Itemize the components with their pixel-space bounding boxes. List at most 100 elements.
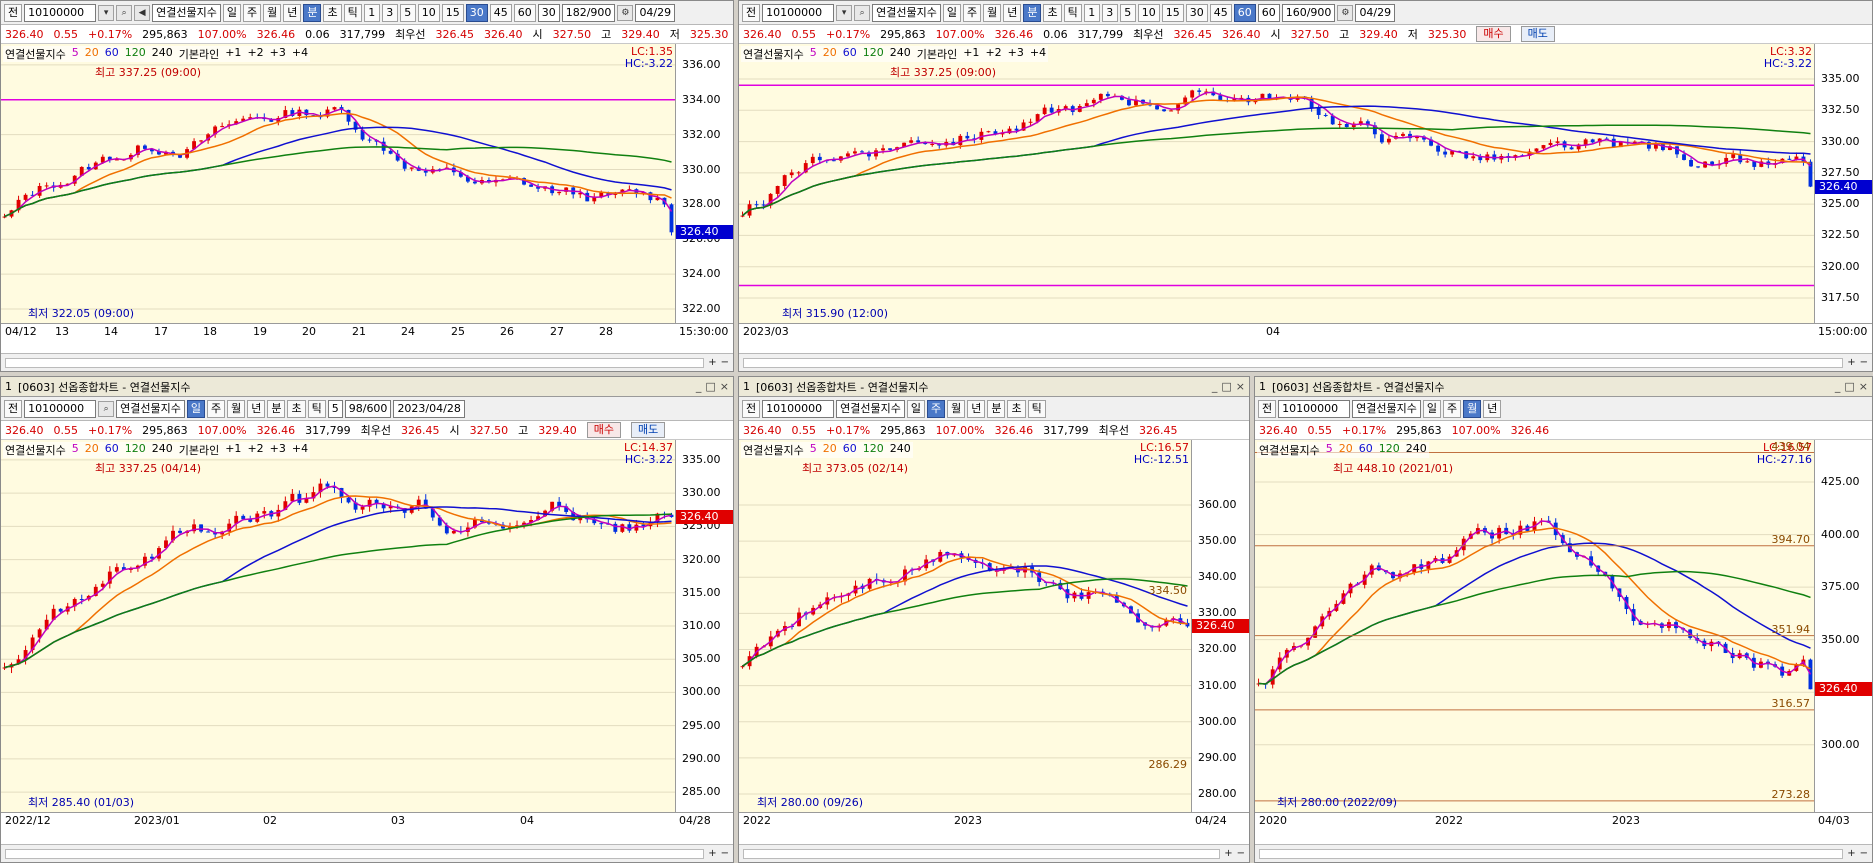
zoom-in-icon[interactable]: + (708, 848, 717, 859)
sound-icon[interactable]: ◀ (134, 4, 151, 21)
min-10[interactable]: 10 (1137, 3, 1160, 22)
search-icon[interactable]: ⌕ (854, 4, 871, 21)
dropdown-icon[interactable]: ▾ (836, 4, 853, 21)
sell-button[interactable]: 매도 (1520, 26, 1555, 42)
min-45[interactable]: 45 (489, 3, 512, 22)
period-week[interactable]: 주 (926, 399, 946, 418)
period-day[interactable]: 일 (1422, 399, 1441, 418)
minimize-icon[interactable]: _ (1211, 380, 1218, 393)
zoom-in-icon[interactable]: + (1847, 357, 1856, 368)
period-second[interactable]: 초 (1007, 399, 1026, 418)
zoom-out-icon[interactable]: − (1236, 848, 1245, 859)
period-month[interactable]: 월 (263, 3, 282, 22)
period-minute[interactable]: 분 (987, 399, 1006, 418)
period-second[interactable]: 초 (323, 3, 342, 22)
period-month[interactable]: 월 (227, 399, 246, 418)
period-year[interactable]: 년 (283, 3, 302, 22)
period-week[interactable]: 주 (962, 3, 982, 22)
code-input[interactable]: 10100000 (762, 3, 835, 22)
scrollbar[interactable]: + − (1, 353, 733, 371)
period-second[interactable]: 초 (1043, 3, 1062, 22)
min-15[interactable]: 15 (441, 3, 464, 22)
interval-input[interactable]: 60 (1257, 3, 1280, 22)
zoom-out-icon[interactable]: − (1859, 848, 1868, 859)
period-tick[interactable]: 틱 (1063, 3, 1082, 22)
jeon-button[interactable]: 전 (1258, 399, 1277, 418)
maximize-icon[interactable]: □ (705, 380, 716, 393)
interval-input[interactable]: 30 (537, 3, 560, 22)
jeon-button[interactable]: 전 (742, 399, 761, 418)
zoom-out-icon[interactable]: − (720, 848, 729, 859)
date-input[interactable]: 04/29 (635, 3, 676, 22)
maximize-icon[interactable]: □ (1221, 380, 1232, 393)
window-titlebar[interactable]: 1 [0603] 선옵종합차트 - 연결선물지수 _ □ × (1255, 377, 1872, 397)
period-tick[interactable]: 틱 (307, 399, 326, 418)
window-titlebar[interactable]: 1 [0603] 선옵종합차트 - 연결선물지수 _ □ × (1, 377, 733, 397)
min-5[interactable]: 5 (1119, 3, 1136, 22)
period-day[interactable]: 일 (186, 399, 205, 418)
period-tick[interactable]: 틱 (343, 3, 362, 22)
min-10[interactable]: 10 (417, 3, 440, 22)
jeon-button[interactable]: 전 (742, 3, 761, 22)
buy-button[interactable]: 매수 (586, 422, 621, 438)
scroll-track[interactable] (743, 848, 1221, 859)
zoom-in-icon[interactable]: + (1847, 848, 1856, 859)
count-input[interactable]: 182/900 (561, 3, 616, 22)
code-input[interactable]: 10100000 (762, 399, 835, 418)
scrollbar[interactable]: + − (739, 844, 1249, 862)
window-titlebar[interactable]: 1 [0603] 선옵종합차트 - 연결선물지수 _ □ × (739, 377, 1249, 397)
period-year[interactable]: 년 (1003, 3, 1022, 22)
scrollbar[interactable]: + − (1255, 844, 1872, 862)
date-input[interactable]: 2023/04/28 (393, 399, 465, 418)
scroll-track[interactable] (1259, 848, 1844, 859)
period-month[interactable]: 월 (947, 399, 966, 418)
period-minute[interactable]: 분 (303, 3, 322, 22)
search-icon[interactable]: ⌕ (116, 4, 133, 21)
period-second[interactable]: 초 (287, 399, 306, 418)
min-45[interactable]: 45 (1209, 3, 1232, 22)
period-week[interactable]: 주 (206, 399, 226, 418)
period-week[interactable]: 주 (1442, 399, 1462, 418)
close-icon[interactable]: × (1858, 380, 1868, 393)
search-icon[interactable]: ⌕ (98, 400, 115, 417)
period-day[interactable]: 일 (222, 3, 241, 22)
code-input[interactable]: 10100000 (1278, 399, 1351, 418)
dropdown-icon[interactable]: ▾ (98, 4, 115, 21)
min-30[interactable]: 30 (465, 3, 488, 22)
min-3[interactable]: 3 (381, 3, 398, 22)
min-1[interactable]: 1 (363, 3, 380, 22)
period-year[interactable]: 년 (1483, 399, 1502, 418)
close-icon[interactable]: × (1235, 380, 1245, 393)
min-15[interactable]: 15 (1161, 3, 1184, 22)
minimize-icon[interactable]: _ (695, 380, 702, 393)
period-year[interactable]: 년 (967, 399, 986, 418)
min-1[interactable]: 1 (1083, 3, 1100, 22)
scroll-track[interactable] (5, 848, 705, 859)
settings-icon[interactable]: ⚙ (1337, 4, 1354, 21)
period-minute[interactable]: 분 (1023, 3, 1042, 22)
count-input[interactable]: 160/900 (1281, 3, 1336, 22)
scroll-track[interactable] (743, 357, 1844, 368)
scrollbar[interactable]: + − (739, 353, 1872, 371)
buy-button[interactable]: 매수 (1476, 26, 1511, 42)
plot-area-daily[interactable]: 연결선물지수 5 20 60 120 240 기본라인 +1 +2 +3 +4 LC:14.37 HC:… (1, 440, 733, 828)
plot-area-weekly[interactable]: 연결선물지수 5 20 60 120 240 LC:16.57 HC:-12.51 최고 373… (739, 440, 1249, 828)
minimize-icon[interactable]: _ (1834, 380, 1841, 393)
period-day[interactable]: 일 (906, 399, 925, 418)
plot-area-60min[interactable]: 연결선물지수 5 20 60 120 240 기본라인 +1 +2 +3 +4 LC:3.32 HC:-… (739, 44, 1872, 339)
interval-input[interactable]: 5 (327, 399, 343, 418)
period-minute[interactable]: 분 (267, 399, 286, 418)
min-5[interactable]: 5 (399, 3, 416, 22)
min-60[interactable]: 60 (513, 3, 536, 22)
zoom-in-icon[interactable]: + (708, 357, 717, 368)
period-day[interactable]: 일 (942, 3, 961, 22)
count-input[interactable]: 98/600 (344, 399, 392, 418)
close-icon[interactable]: × (719, 380, 729, 393)
jeon-button[interactable]: 전 (4, 3, 23, 22)
period-month[interactable]: 월 (983, 3, 1002, 22)
jeon-button[interactable]: 전 (4, 399, 23, 418)
period-month[interactable]: 월 (1463, 399, 1482, 418)
period-week[interactable]: 주 (242, 3, 262, 22)
zoom-in-icon[interactable]: + (1224, 848, 1233, 859)
min-30[interactable]: 30 (1185, 3, 1208, 22)
